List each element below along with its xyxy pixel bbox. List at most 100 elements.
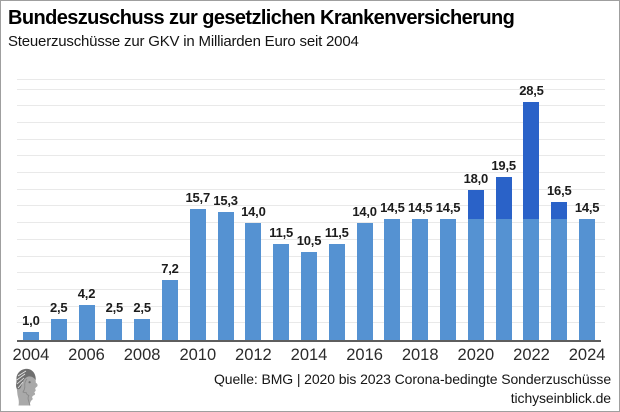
bar-regular-2006 (78, 304, 95, 340)
website-url: tichyseinblick.de (510, 390, 611, 406)
bar-regular-2014 (300, 252, 317, 340)
bar-regular-2009 (161, 279, 178, 340)
value-label-2008: 2,5 (133, 300, 151, 316)
gridline-14 (17, 222, 605, 224)
value-label-2010: 15,7 (185, 189, 211, 205)
bar-slot-2018: 14,5 (406, 79, 434, 340)
bar-slot-2024: 14,5 (573, 79, 601, 340)
bar-regular-2005 (50, 319, 67, 340)
bar-slot-2023: 16,5 (545, 79, 573, 340)
tichys-einblick-logo (11, 367, 45, 407)
gridline-16 (17, 205, 605, 207)
bar-slot-2016: 14,0 (351, 79, 379, 340)
chart-subtitle: Steuerzuschüsse zur GKV in Milliarden Eu… (8, 33, 359, 50)
value-label-2009: 7,2 (161, 260, 179, 276)
bar-slot-2004: 1,0 (17, 79, 45, 340)
bar-regular-2004 (22, 331, 39, 340)
gridline-24 (17, 138, 605, 140)
x-tick-2014: 2014 (290, 346, 328, 364)
value-label-2023: 16,5 (547, 183, 572, 199)
bar-slot-2009: 7,2 (156, 79, 184, 340)
bar-regular-2023 (551, 218, 568, 340)
x-tick-2008: 2008 (123, 346, 161, 364)
bar-corona-2023 (551, 202, 568, 219)
bar-slot-2021: 19,5 (490, 79, 518, 340)
x-tick-2020: 2020 (457, 346, 495, 364)
classical-head-icon (16, 368, 38, 406)
bar-regular-2013 (273, 244, 290, 340)
value-label-2017: 14,5 (380, 199, 405, 215)
gridline-22 (17, 155, 605, 157)
bar-regular-2007 (106, 319, 123, 340)
bar-regular-2020 (467, 218, 484, 340)
bar-slot-2014: 10,5 (295, 79, 323, 340)
bar-slot-2010: 15,7 (184, 79, 212, 340)
bar-slot-2012: 14,0 (239, 79, 267, 340)
source-block: Quelle: BMG | 2020 bis 2023 Corona-bedin… (214, 370, 611, 408)
bar-corona-2021 (495, 177, 512, 219)
x-tick-2012: 2012 (235, 346, 272, 364)
gridline-12 (17, 238, 605, 240)
value-label-2022: 28,5 (519, 83, 544, 98)
bar-slot-2007: 2,5 (100, 79, 128, 340)
value-label-2018: 14,5 (407, 199, 433, 215)
bar-slot-2015: 11,5 (323, 79, 351, 340)
x-tick-2024: 2024 (568, 346, 606, 364)
chart-header: Bundeszuschuss zur gesetzlichen Krankenv… (8, 6, 612, 50)
value-label-2004: 1,0 (22, 312, 40, 328)
bar-slot-2011: 15,3 (212, 79, 240, 340)
value-label-2020: 18,0 (463, 170, 489, 186)
bar-corona-2022 (523, 102, 540, 219)
value-label-2019: 14,5 (435, 199, 461, 215)
bar-regular-2012 (245, 223, 262, 340)
value-label-2007: 2,5 (105, 300, 124, 316)
plot-area: 1,0 2,5 4,2 2,5 2,5 7,2 15,7 15,3 14,0 11,5 10,5 11… (17, 79, 605, 342)
bar-slot-2006: 4,2 (73, 79, 101, 340)
x-tick-2010: 2010 (179, 346, 217, 364)
x-tick-2022: 2022 (513, 346, 550, 364)
x-axis: 2004 2006 2008 2010 2012 2014 2016 2018 2020 2022… (13, 346, 606, 366)
bar-regular-2017 (384, 218, 401, 340)
bar-slot-2020: 18,0 (462, 79, 490, 340)
gridline-18 (17, 188, 605, 190)
value-label-2005: 2,5 (49, 300, 68, 316)
bar-regular-2019 (440, 218, 457, 340)
plot-top-gridline (17, 79, 605, 80)
bar-regular-2021 (495, 218, 512, 340)
gridline-20 (17, 172, 605, 173)
chart-title: Bundeszuschuss zur gesetzlichen Krankenv… (8, 7, 515, 29)
bar-slot-2005: 2,5 (45, 79, 73, 340)
bar-corona-2020 (467, 189, 484, 219)
bar-regular-2008 (134, 319, 151, 340)
value-label-2021: 19,5 (491, 158, 516, 174)
bar-regular-2022 (523, 218, 540, 340)
gridline-26 (17, 121, 605, 123)
value-label-2016: 14,0 (352, 204, 377, 220)
bar-regular-2016 (356, 223, 373, 340)
value-label-2012: 14,0 (241, 204, 266, 220)
bar-slot-2022: 28,5 (518, 79, 546, 340)
value-label-2013: 11,5 (269, 225, 294, 240)
bar-slot-2013: 11,5 (267, 79, 295, 340)
x-tick-2018: 2018 (401, 346, 439, 364)
x-tick-2016: 2016 (346, 346, 383, 364)
bar-slot-2019: 14,5 (434, 79, 462, 340)
gridline-28 (17, 105, 605, 107)
bar-slot-2008: 2,5 (128, 79, 156, 340)
value-label-2011: 15,3 (213, 193, 238, 209)
x-tick-2004: 2004 (12, 346, 50, 364)
bar-regular-2015 (328, 244, 345, 340)
value-label-2006: 4,2 (77, 285, 96, 301)
bar-regular-2018 (412, 218, 429, 340)
value-label-2015: 11,5 (324, 225, 349, 240)
x-tick-2006: 2006 (68, 346, 105, 364)
bar-regular-2010 (189, 208, 206, 340)
value-label-2014: 10,5 (296, 233, 322, 249)
value-label-2024: 14,5 (574, 199, 600, 215)
bar-regular-2024 (579, 218, 596, 340)
source-note: Quelle: BMG | 2020 bis 2023 Corona-bedin… (214, 371, 611, 387)
gridline-30 (17, 88, 605, 90)
bar-slot-2017: 14,5 (379, 79, 407, 340)
bar-regular-2011 (217, 212, 234, 340)
